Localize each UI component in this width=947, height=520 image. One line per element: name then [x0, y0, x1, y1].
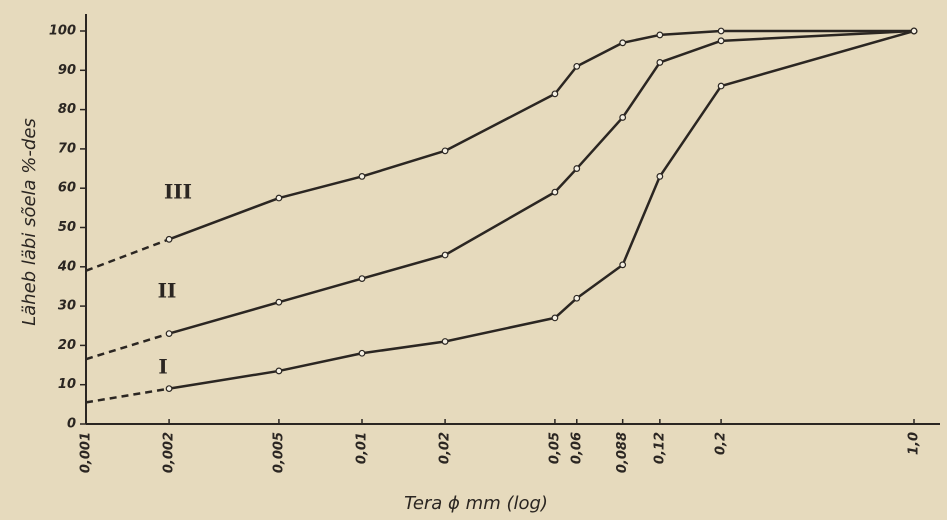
point: [441, 147, 449, 155]
point: [619, 114, 627, 121]
y-tick-label: 90: [58, 63, 76, 78]
point: [573, 294, 581, 302]
point: [441, 338, 449, 345]
x-tick-label: 0,2: [714, 432, 729, 455]
x-tick-label: 0,12: [652, 432, 667, 464]
point: [165, 385, 173, 393]
point: [619, 39, 627, 47]
extrapolation-line: [85, 238, 170, 272]
point: [441, 251, 449, 259]
series-name: II: [158, 279, 177, 303]
y-tick-label: 20: [58, 338, 76, 353]
point: [619, 261, 627, 269]
x-tick-label: 0,001: [79, 432, 94, 473]
point: [275, 367, 283, 375]
x-tick-label: 0,01: [355, 432, 370, 464]
y-tick-label: 80: [58, 102, 76, 117]
y-tick-label: 40: [57, 259, 76, 274]
point: [275, 298, 283, 306]
point: [358, 349, 366, 357]
series-line: [168, 29, 914, 241]
y-tick-label: 50: [58, 220, 76, 235]
y-tick-label: 10: [58, 377, 76, 392]
series-line: [168, 29, 915, 390]
point: [910, 27, 918, 35]
x-tick-label: 0,088: [615, 432, 630, 473]
point: [551, 314, 559, 322]
point: [573, 62, 581, 70]
point: [358, 275, 366, 282]
x-tick-label: 0,002: [162, 432, 177, 473]
point: [717, 27, 725, 35]
point: [275, 194, 283, 202]
point: [551, 90, 559, 98]
y-tick-label: 0: [67, 417, 76, 432]
y-tick-label: 30: [58, 299, 76, 314]
point: [717, 82, 725, 90]
x-tick-label: 0,05: [547, 432, 562, 464]
point: [165, 235, 173, 243]
point: [573, 165, 581, 172]
y-tick-label: 60: [58, 181, 76, 196]
y-tick-label: 100: [49, 24, 76, 39]
extrapolation-line: [85, 332, 170, 361]
x-axis-title: Tera ϕ mm (log): [404, 493, 548, 514]
y-axis-title: Läheb läbi sõela %-des: [19, 118, 40, 326]
x-tick-label: 0,005: [271, 432, 286, 473]
point: [551, 188, 559, 196]
point: [717, 37, 725, 45]
y-tick-label: 70: [58, 141, 76, 156]
series-line: [168, 29, 915, 335]
x-tick-label: 0,06: [569, 432, 584, 464]
x-tick-label: 1,0: [907, 432, 922, 455]
point: [165, 330, 173, 338]
point: [656, 59, 664, 66]
extrapolation-line: [85, 387, 170, 404]
series-name: I: [158, 355, 167, 379]
series-name: III: [164, 180, 192, 204]
point: [656, 31, 664, 39]
x-tick-label: 0,02: [438, 432, 453, 464]
point: [656, 173, 664, 180]
point: [358, 173, 366, 180]
